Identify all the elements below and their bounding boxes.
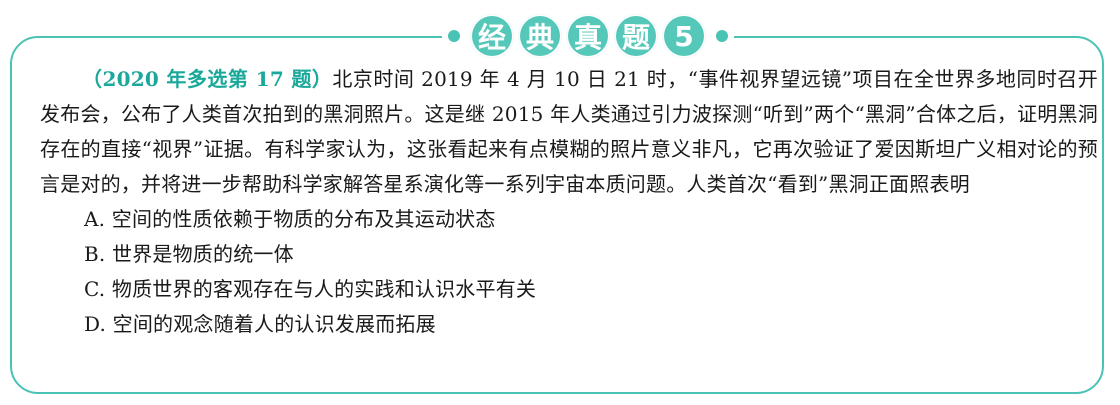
option-b: B. 世界是物质的统一体 <box>84 242 294 266</box>
right-dot-icon <box>716 30 728 42</box>
option-a: A. 空间的性质依赖于物质的分布及其运动状态 <box>84 207 496 231</box>
question-stem: （2020 年多选第 17 题）北京时间 2019 年 4 月 10 日 21 … <box>40 62 1098 202</box>
header-char: 题 <box>614 14 658 58</box>
option-c: C. 物质世界的客观存在与人的实践和认识水平有关 <box>84 277 537 301</box>
left-dot-icon <box>448 30 460 42</box>
header-number: 5 <box>662 14 706 58</box>
header-char: 典 <box>518 14 562 58</box>
section-header: 经 典 真 题 5 <box>442 10 734 62</box>
option-d: D. 空间的观念随着人的认识发展而拓展 <box>84 312 436 336</box>
header-char: 经 <box>470 14 514 58</box>
header-char: 真 <box>566 14 610 58</box>
header-title: 经 典 真 题 5 <box>470 14 706 58</box>
question-source-tag: （2020 年多选第 17 题） <box>82 67 333 91</box>
options-list: A. 空间的性质依赖于物质的分布及其运动状态 B. 世界是物质的统一体 C. 物… <box>40 202 1098 342</box>
question-text: 北京时间 2019 年 4 月 10 日 21 时，“事件视界望远镜”项目在全世… <box>40 67 1098 196</box>
question-content: （2020 年多选第 17 题）北京时间 2019 年 4 月 10 日 21 … <box>40 62 1098 342</box>
